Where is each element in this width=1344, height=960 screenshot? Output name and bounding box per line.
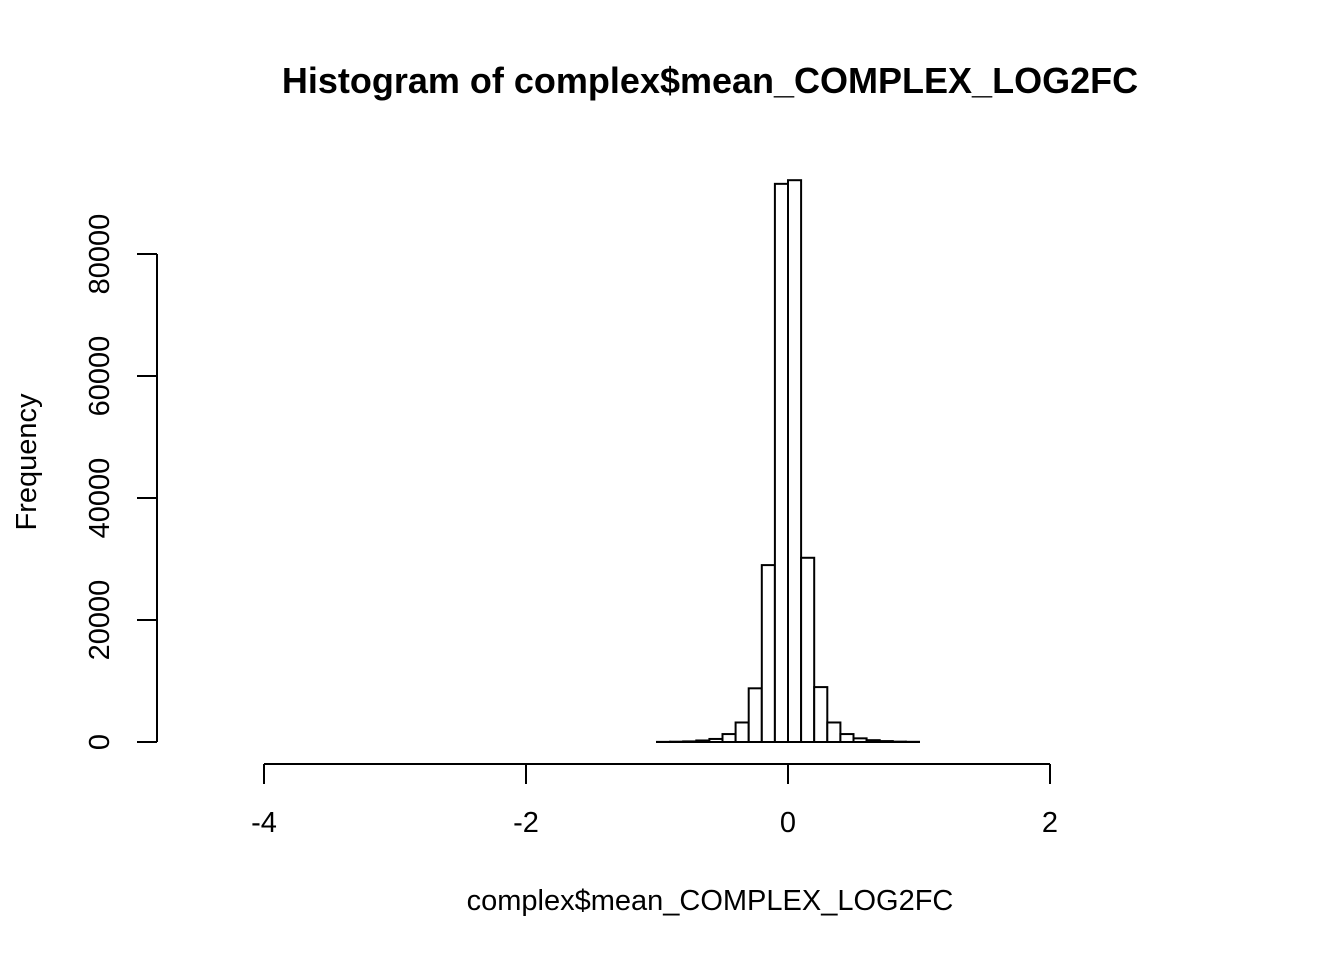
histogram-bar — [878, 740, 894, 744]
histogram-bar — [721, 733, 737, 744]
histogram-bar — [787, 179, 803, 743]
histogram-bar — [734, 721, 750, 743]
histogram-bar — [708, 737, 724, 744]
chart-title: Histogram of complex$mean_COMPLEX_LOG2FC — [282, 60, 1138, 101]
histogram-bar — [865, 739, 881, 743]
x-axis-label: complex$mean_COMPLEX_LOG2FC — [467, 885, 954, 917]
histogram-bar — [682, 740, 698, 744]
histogram-bar — [773, 182, 790, 744]
histogram-bar — [800, 556, 816, 744]
histogram-bar — [695, 739, 711, 743]
histogram-bar — [747, 687, 763, 744]
x-tick-label: -2 — [513, 807, 539, 839]
x-tick-label: -4 — [251, 807, 277, 839]
y-tick-label: 60000 — [84, 336, 116, 417]
y-axis: 0 20000 40000 60000 80000 — [84, 214, 158, 750]
histogram-bar — [813, 686, 829, 743]
y-axis-label: Frequency — [11, 393, 43, 531]
y-tick-label: 40000 — [84, 458, 116, 539]
histogram-bar — [760, 564, 776, 743]
y-tick-label: 20000 — [84, 580, 116, 661]
histogram-bar — [852, 737, 868, 744]
histogram-bar — [826, 721, 842, 743]
x-tick-label: 2 — [1042, 807, 1058, 839]
y-tick-label: 0 — [84, 734, 116, 750]
x-axis: -4 -2 0 2 — [251, 763, 1058, 839]
x-tick-label: 0 — [780, 807, 796, 839]
histogram-bars — [656, 179, 921, 744]
histogram-bar — [839, 733, 855, 744]
y-tick-label: 80000 — [84, 214, 116, 295]
